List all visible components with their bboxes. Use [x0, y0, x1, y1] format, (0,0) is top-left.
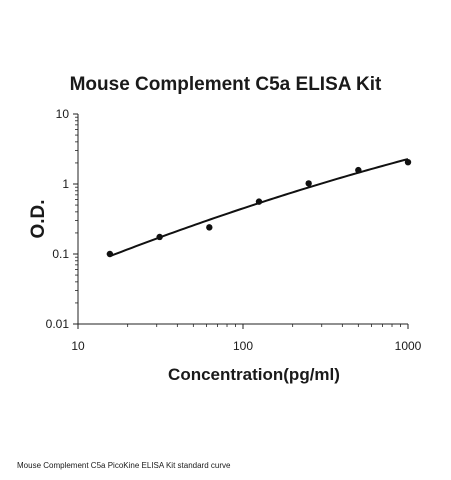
x-tick-label: 100: [233, 339, 253, 353]
data-point: [355, 166, 362, 174]
x-tick-label: 10: [71, 339, 85, 353]
standard-curve-line: [109, 158, 409, 258]
y-tick-label: 0.01: [46, 317, 70, 331]
data-point: [305, 180, 312, 187]
data-point: [255, 198, 263, 205]
x-axis-title: Concentration(pg/ml): [168, 365, 340, 384]
data-point: [156, 233, 163, 241]
data-point: [404, 158, 412, 166]
y-tick-label: 1: [62, 177, 69, 191]
data-point: [206, 224, 213, 231]
chart-title: Mouse Complement C5a ELISA Kit: [69, 74, 382, 95]
tick-labels: 0.01 0.1 1 10 10 100 1000: [46, 107, 422, 353]
figure-caption: Mouse Complement C5a PicoKine ELISA Kit …: [17, 461, 231, 470]
data-point: [106, 250, 114, 258]
y-tick-label: 10: [56, 107, 70, 121]
y-axis-title: O.D.: [28, 199, 49, 238]
tick-marks: [73, 113, 409, 329]
y-tick-label: 0.1: [52, 247, 69, 261]
axes: [77, 114, 408, 325]
x-tick-label: 1000: [395, 339, 422, 353]
data-points: [106, 158, 412, 258]
